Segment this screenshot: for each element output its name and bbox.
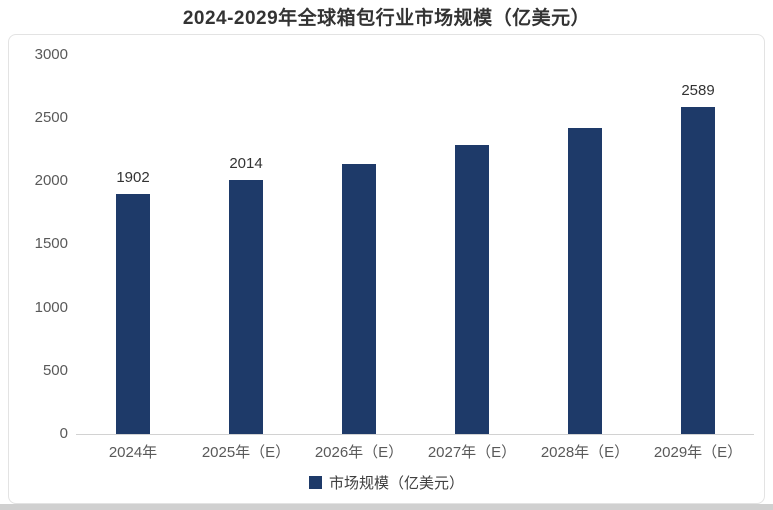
- bar: [116, 193, 150, 434]
- x-tick-label: 2026年（E）: [314, 444, 404, 461]
- y-tick-label: 3000: [34, 45, 68, 63]
- bar-value-label: 1902: [116, 168, 150, 186]
- legend-label: 市场规模（亿美元）: [328, 475, 464, 492]
- bar-value-label: 2014: [229, 154, 263, 172]
- x-tick-label: 2027年（E）: [427, 444, 517, 461]
- y-tick-label: 500: [42, 361, 68, 379]
- legend-swatch-icon: [308, 476, 322, 489]
- x-tick-label: 2029年（E）: [653, 444, 743, 461]
- chart-title: 2024-2029年全球箱包行业市场规模（亿美元）: [182, 8, 591, 29]
- plot-area: 3000 2500 2000 1500 1000 500 0 1902 2014 2589 20…: [9, 35, 764, 503]
- y-tick-label: 1500: [34, 235, 68, 253]
- bar: [681, 106, 715, 434]
- page-bottom-strip: [0, 504, 773, 510]
- y-tick-label: 2500: [34, 109, 68, 127]
- x-tick-label: 2025年（E）: [201, 444, 291, 461]
- x-axis-line: [76, 434, 754, 435]
- y-tick-label: 1000: [34, 298, 68, 316]
- x-tick-label: 2028年（E）: [540, 444, 630, 461]
- bar: [568, 127, 602, 434]
- legend: 市场规模（亿美元）: [9, 472, 764, 493]
- bar: [342, 164, 376, 434]
- x-tick-label: 2024年: [108, 444, 158, 461]
- y-tick-label: 2000: [34, 172, 68, 190]
- bar: [229, 179, 263, 434]
- bar: [455, 145, 489, 434]
- chart-panel: 3000 2500 2000 1500 1000 500 0 1902 2014 2589 20…: [8, 34, 765, 504]
- y-tick-label: 0: [59, 425, 68, 442]
- bar-value-label: 2589: [681, 81, 715, 99]
